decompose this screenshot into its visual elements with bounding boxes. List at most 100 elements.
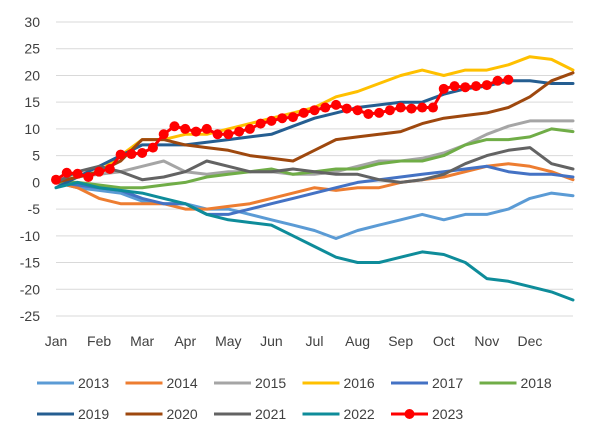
data-point-2023-14 [201, 123, 212, 134]
y-tick-label: -5 [28, 201, 41, 217]
legend-item-2021: 2021 [214, 406, 286, 422]
data-point-2023-10 [158, 129, 169, 140]
x-tick-label: Jun [260, 333, 283, 349]
legend-label: 2016 [344, 375, 375, 391]
y-tick-label: -20 [20, 281, 40, 297]
data-point-2023-38 [460, 82, 471, 93]
data-point-2023-32 [395, 102, 406, 113]
data-point-2023-12 [180, 123, 191, 134]
data-point-2023-41 [492, 75, 503, 86]
y-axis-tick-labels: 30 25 20 15 10 5 0 -5 -10 -15 -20 -25 [20, 14, 40, 324]
data-point-2023-7 [126, 149, 137, 160]
y-tick-label: -10 [20, 228, 40, 244]
series-2020 [54, 71, 575, 184]
data-point-2023-29 [363, 108, 374, 119]
legend-label: 2013 [78, 375, 109, 391]
legend-item-2023: 2023 [391, 406, 463, 422]
legend-label: 2021 [255, 406, 286, 422]
legend-item-2014: 2014 [125, 375, 198, 391]
legend-item-2016: 2016 [302, 375, 375, 391]
data-point-2023-25 [320, 102, 331, 113]
y-tick-label: -15 [20, 255, 40, 271]
data-point-2023-35 [427, 102, 438, 113]
data-point-2023-19 [255, 118, 266, 129]
series-line-2022 [54, 180, 575, 302]
x-tick-label: May [215, 333, 241, 349]
legend-label: 2023 [432, 406, 463, 422]
series-line-2017 [54, 164, 575, 216]
x-tick-label: Aug [345, 333, 370, 349]
y-tick-label: -25 [20, 308, 40, 324]
legend-label: 2018 [521, 375, 552, 391]
data-point-2023-15 [212, 129, 223, 140]
x-tick-label: Oct [433, 333, 455, 349]
data-point-2023-30 [374, 107, 385, 118]
data-point-2023-9 [147, 142, 158, 153]
data-point-2023-0 [51, 174, 61, 185]
legend-item-2022: 2022 [302, 406, 375, 422]
data-point-2023-42 [503, 74, 514, 85]
legend-item-2017: 2017 [391, 375, 463, 391]
data-point-2023-37 [449, 81, 460, 92]
x-tick-label: Sep [388, 333, 413, 349]
legend-item-2018: 2018 [479, 375, 552, 391]
data-point-2023-36 [438, 83, 449, 94]
y-tick-label: 20 [24, 67, 40, 83]
x-tick-label: Jan [45, 333, 68, 349]
x-tick-label: Mar [130, 333, 154, 349]
data-point-2023-18 [244, 123, 255, 134]
legend-label: 2014 [167, 375, 198, 391]
data-point-2023-2 [72, 168, 83, 179]
y-tick-label: 15 [24, 94, 40, 110]
data-point-2023-8 [137, 147, 148, 158]
series-2017 [54, 164, 575, 216]
data-point-2023-26 [331, 99, 342, 110]
legend-label: 2015 [255, 375, 286, 391]
data-point-2023-13 [191, 126, 202, 137]
x-tick-label: Jul [306, 333, 324, 349]
data-point-2023-5 [104, 164, 115, 174]
data-point-2023-31 [384, 105, 395, 116]
data-point-2023-16 [223, 129, 234, 140]
data-point-2023-24 [309, 105, 320, 116]
y-tick-label: 25 [24, 41, 40, 57]
data-point-2023-4 [94, 166, 105, 177]
data-point-2023-17 [234, 126, 245, 137]
series-2023 [51, 74, 514, 185]
legend-label: 2019 [78, 406, 109, 422]
data-point-2023-28 [352, 105, 363, 116]
y-tick-label: 5 [32, 148, 40, 164]
legend-item-2019: 2019 [37, 406, 109, 422]
series-2015 [54, 119, 575, 184]
x-tick-label: Dec [517, 333, 542, 349]
data-point-2023-22 [287, 112, 298, 123]
y-tick-label: 30 [24, 14, 40, 30]
x-tick-label: Apr [174, 333, 196, 349]
data-point-2023-20 [266, 115, 277, 126]
legend-item-2015: 2015 [214, 375, 286, 391]
data-point-2023-40 [481, 80, 492, 91]
x-axis-tick-labels: Jan Feb Mar Apr May Jun Jul Aug Sep Oct Nov Dec [45, 333, 543, 349]
data-point-2023-27 [341, 103, 352, 114]
legend-marker-2023 [404, 409, 415, 419]
x-tick-label: Feb [87, 333, 111, 349]
y-tick-label: 0 [32, 174, 40, 190]
data-point-2023-11 [169, 121, 180, 132]
legend: 2013 2014 2015 2016 2017 2018 2019 2020 2021 2022… [37, 375, 552, 422]
data-point-2023-39 [471, 81, 482, 92]
legend-item-2013: 2013 [37, 375, 109, 391]
data-point-2023-6 [115, 149, 126, 160]
series-2022 [54, 180, 575, 302]
series-2013 [54, 180, 575, 240]
data-point-2023-1 [61, 167, 72, 178]
legend-label: 2017 [432, 375, 463, 391]
x-tick-label: Nov [474, 333, 499, 349]
series-line-2013 [54, 180, 575, 240]
series-line-2021 [54, 146, 575, 184]
data-point-2023-23 [298, 107, 309, 118]
series-lines [51, 55, 575, 302]
legend-label: 2022 [344, 406, 375, 422]
data-point-2023-34 [417, 102, 428, 113]
y-tick-label: 10 [24, 121, 40, 137]
data-point-2023-33 [406, 103, 417, 114]
